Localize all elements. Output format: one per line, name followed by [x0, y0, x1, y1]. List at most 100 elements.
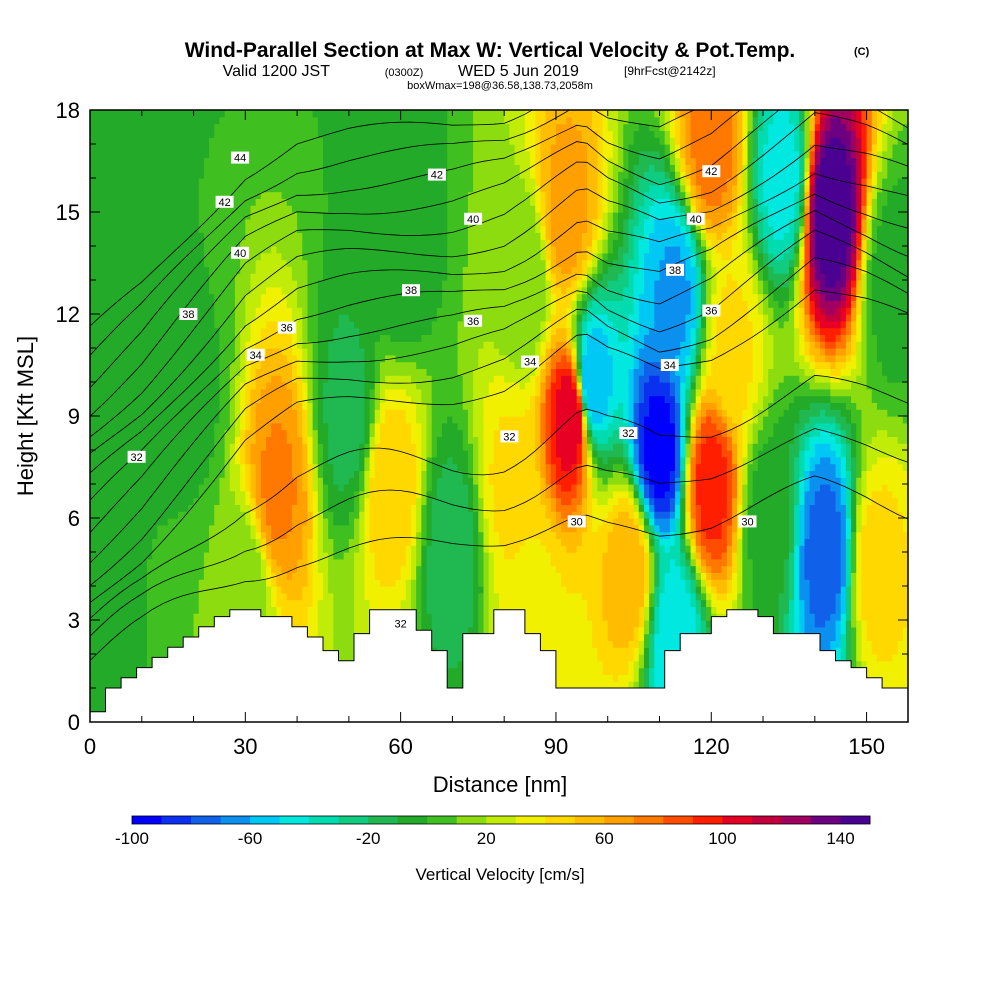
field-cell	[131, 558, 138, 567]
field-cell	[452, 572, 459, 580]
field-cell	[405, 558, 412, 567]
field-cell	[374, 565, 381, 573]
field-cell	[416, 572, 422, 580]
field-cell	[416, 620, 422, 628]
field-cell	[825, 518, 831, 526]
field-cell	[902, 572, 908, 580]
field-cell	[410, 524, 417, 533]
field-cell	[333, 531, 340, 539]
field-cell	[250, 599, 257, 607]
field-cell	[664, 524, 671, 533]
field-cell	[773, 538, 780, 546]
field-cell	[592, 579, 598, 587]
field-cell	[193, 538, 200, 546]
field-cell	[887, 613, 894, 621]
field-cell	[214, 592, 221, 601]
field-cell	[566, 558, 573, 567]
field-cell	[514, 511, 521, 519]
field-cell	[426, 552, 433, 560]
field-cell	[493, 565, 500, 573]
field-cell	[493, 599, 500, 607]
field-cell	[892, 647, 899, 655]
field-cell	[887, 579, 894, 587]
field-cell	[597, 654, 604, 662]
field-cell	[876, 586, 883, 594]
field-cell	[369, 504, 376, 512]
field-cell	[524, 524, 531, 533]
field-cell	[395, 545, 402, 553]
field-cell	[649, 626, 655, 635]
field-cell	[535, 599, 542, 607]
field-cell	[266, 552, 272, 560]
field-cell	[431, 558, 438, 567]
field-cell	[110, 504, 117, 512]
field-cell	[633, 572, 640, 580]
field-cell	[364, 613, 371, 621]
field-cell	[726, 545, 733, 553]
field-cell	[467, 545, 474, 553]
field-cell	[374, 572, 381, 580]
field-cell	[121, 558, 127, 567]
field-cell	[307, 599, 314, 607]
field-cell	[172, 531, 179, 539]
field-cell	[493, 545, 500, 553]
field-cell	[431, 599, 438, 607]
field-cell	[581, 531, 588, 539]
field-cell	[550, 558, 557, 567]
field-cell	[167, 524, 174, 533]
field-cell	[747, 558, 754, 567]
field-cell	[348, 531, 355, 539]
field-cell	[773, 592, 780, 601]
field-cell	[214, 518, 221, 526]
field-cell	[183, 626, 189, 635]
field-cell	[291, 558, 298, 567]
field-cell	[499, 599, 505, 607]
field-cell	[172, 565, 179, 573]
field-cell	[540, 545, 547, 553]
field-cell	[447, 558, 454, 567]
field-cell	[623, 626, 630, 635]
field-cell	[768, 538, 774, 546]
field-cell	[680, 626, 686, 635]
field-cell	[416, 552, 422, 560]
field-cell	[509, 592, 516, 601]
field-cell	[121, 613, 127, 621]
field-cell	[814, 613, 821, 621]
field-cell	[830, 592, 837, 601]
field-cell	[742, 531, 749, 539]
field-cell	[203, 565, 210, 573]
field-cell	[597, 626, 604, 635]
field-cell	[436, 518, 443, 526]
field-cell	[576, 654, 583, 662]
field-cell	[343, 620, 350, 628]
field-cell	[876, 654, 883, 662]
field-cell	[773, 572, 780, 580]
field-cell	[343, 552, 350, 560]
field-cell	[783, 586, 790, 594]
field-cell	[167, 504, 174, 512]
field-cell	[255, 586, 262, 594]
field-cell	[840, 511, 847, 519]
valid-time: Valid 1200 JST	[223, 63, 331, 80]
field-cell	[840, 538, 847, 546]
field-cell	[643, 626, 650, 635]
field-cell	[245, 586, 252, 594]
field-cell	[561, 599, 567, 607]
field-cell	[447, 511, 454, 519]
field-cell	[359, 586, 365, 594]
field-cell	[172, 626, 179, 635]
field-cell	[757, 592, 764, 601]
field-cell	[162, 647, 169, 655]
field-cell	[467, 572, 474, 580]
field-cell	[571, 511, 578, 519]
field-cell	[706, 606, 712, 614]
field-cell	[675, 572, 681, 580]
field-cell	[892, 565, 899, 573]
field-cell	[794, 626, 800, 635]
field-cell	[882, 606, 888, 614]
field-cell	[830, 579, 837, 587]
field-cell	[726, 592, 733, 601]
field-cell	[400, 558, 407, 567]
field-cell	[576, 681, 583, 689]
field-cell	[664, 545, 671, 553]
